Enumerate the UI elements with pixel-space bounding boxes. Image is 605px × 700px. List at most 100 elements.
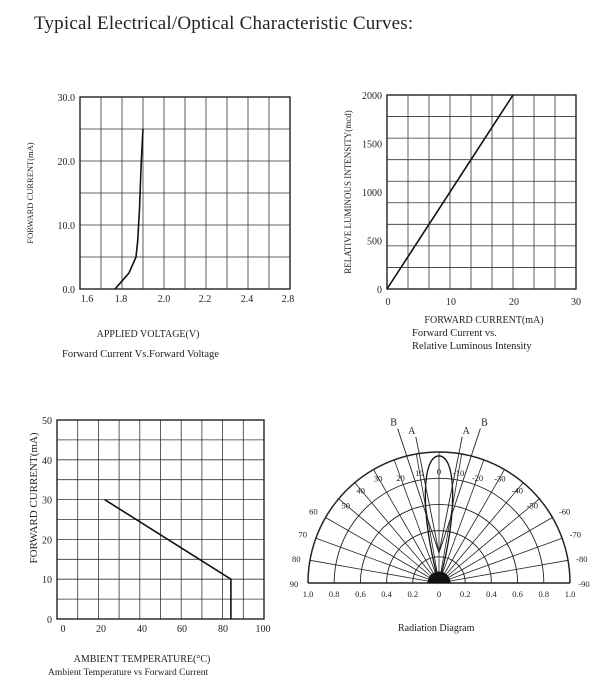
chart4-angle-label: -50: [527, 501, 538, 511]
chart1-frame: [79, 96, 291, 290]
chart3-caption: Ambient Temperature vs Forward Current: [48, 668, 209, 678]
chart4-caption: Radiation Diagram: [398, 623, 475, 634]
chart4-spoke: [315, 537, 440, 584]
chart3-frame: [56, 419, 265, 620]
chart2-x-tick-label: 20: [509, 297, 519, 308]
chart1-x-tick-label: 2.2: [199, 294, 212, 305]
chart3-y-tick-label: 0: [47, 615, 52, 626]
chart3-y-tick-label: 50: [42, 416, 52, 427]
chart4-angle-label: 0: [437, 466, 441, 476]
chart2-y-axis-title: RELATIVE LUMINOUS INTENSITY(mcd): [343, 110, 353, 273]
chart4-angle-label: 90: [290, 579, 299, 589]
chart4-radial-tick-label: 1.0: [303, 589, 314, 599]
chart4-spoke: [393, 459, 440, 584]
chart4-angle-label: -10: [453, 468, 464, 478]
chart4-angle-label: -80: [576, 554, 587, 564]
chart2-caption-line2: Relative Luminous Intensity: [412, 341, 532, 352]
chart3-x-axis-title: AMBIENT TEMPERATURE(°C): [74, 654, 211, 665]
chart3-y-axis-title: FORWARD CURRENT(mA): [28, 432, 40, 563]
chart1-x-tick-label: 2.4: [241, 294, 254, 305]
chart4-radial-tick-label: 0.4: [381, 589, 392, 599]
chart4-indicator-a-left-label: A: [408, 426, 416, 437]
chart2-y-tick-label: 2000: [362, 91, 382, 102]
chart2-y-tick-label: 500: [367, 237, 382, 248]
chart4-radial-tick-label: 0.8: [329, 589, 340, 599]
chart1-series-line: [114, 128, 144, 290]
chart4-spoke: [438, 537, 563, 584]
chart1-caption: Forward Current Vs.Forward Voltage: [62, 349, 219, 360]
chart2-x-tick-label: 10: [446, 297, 456, 308]
chart4-spoke: [438, 498, 540, 584]
chart2-series-line: [386, 94, 514, 290]
chart3-y-tick-label: 20: [42, 535, 52, 546]
chart4-led-base: [427, 571, 451, 584]
chart4-indicator-b-left-label: B: [390, 418, 397, 429]
chart4-radial-tick-label: 1.0: [565, 589, 576, 599]
chart3-y-tick-label: 10: [42, 575, 52, 586]
chart4-radial-tick-label: 0.6: [512, 589, 523, 599]
chart3-x-tick-label: 40: [137, 624, 147, 635]
chart4-angle-label: -40: [512, 486, 523, 496]
chart4-angle-label: -30: [494, 474, 505, 484]
chart1-x-tick-label: 1.8: [115, 294, 128, 305]
chart1-y-tick-label: 0.0: [63, 285, 76, 296]
chart4-spoke: [438, 559, 569, 584]
chart4-angle-label: -20: [472, 473, 483, 483]
chart4-angle-label: 50: [341, 501, 350, 511]
chart4-angle-label: -60: [559, 507, 570, 517]
chart1-x-axis-title: APPLIED VOLTAGE(V): [97, 329, 200, 340]
chart2-frame: [386, 94, 577, 290]
chart2-y-tick-label: 0: [377, 285, 382, 296]
chart4-spoke: [438, 482, 524, 584]
chart2-x-tick-label: 0: [386, 297, 391, 308]
chart1-x-tick-label: 1.6: [81, 294, 94, 305]
chart1-x-tick-label: 2.0: [158, 294, 171, 305]
chart4-spoke: [438, 517, 553, 584]
chart3-y-tick-label: 30: [42, 496, 52, 507]
page-title: Typical Electrical/Optical Characteristi…: [34, 13, 414, 34]
chart4-angle-label: 70: [298, 529, 307, 539]
chart4-lobe: [424, 455, 454, 584]
chart2-caption-line1: Forward Current vs.: [412, 328, 497, 339]
chart4-spoke: [438, 459, 485, 584]
chart4-indicator-a-left: [415, 436, 440, 554]
chart4-angle-label: -90: [578, 579, 589, 589]
chart3-x-tick-label: 0: [61, 624, 66, 635]
chart4-spoke: [438, 469, 505, 584]
chart3-x-tick-label: 80: [218, 624, 228, 635]
chart2-x-axis-title: FORWARD CURRENT(mA): [424, 315, 543, 326]
chart4-indicator-b-left: [397, 428, 440, 554]
chart4-indicator-a-right: [438, 436, 463, 554]
chart1-x-tick-label: 2.8: [282, 294, 295, 305]
chart3-series-line: [104, 498, 232, 619]
chart4-spoke: [325, 517, 440, 584]
chart4-spoke: [373, 469, 440, 584]
chart1-y-tick-label: 10.0: [58, 221, 76, 232]
chart4-angle-label: 80: [292, 554, 301, 564]
chart4-radial-tick-label: 0.2: [407, 589, 418, 599]
chart4-indicator-b-right: [438, 428, 481, 554]
chart4-spoke: [354, 482, 440, 584]
chart4-radial-tick-label: 0.8: [538, 589, 549, 599]
chart4-radial-tick-label: 0: [437, 589, 441, 599]
chart4-radial-tick-label: 0.6: [355, 589, 366, 599]
chart1-y-tick-label: 30.0: [58, 93, 76, 104]
chart3-y-tick-label: 40: [42, 456, 52, 467]
chart4-indicator-a-right-label: A: [463, 426, 471, 437]
chart3-x-tick-label: 100: [256, 624, 271, 635]
chart4-spoke: [338, 498, 440, 584]
chart4-angle-label: 60: [309, 507, 318, 517]
chart4-angle-label: 20: [396, 473, 405, 483]
chart4-spoke: [309, 559, 440, 584]
chart4-angle-label: 40: [356, 486, 365, 496]
chart4-radial-tick-label: 0.4: [486, 589, 497, 599]
chart3-x-tick-label: 20: [96, 624, 106, 635]
chart2-x-tick-label: 30: [571, 297, 581, 308]
chart1-y-axis-title: FORWARD CURRENT(mA): [25, 142, 35, 243]
chart2-y-tick-label: 1000: [362, 188, 382, 199]
chart4-angle-label: 10: [415, 468, 424, 478]
chart2-y-tick-label: 1500: [362, 140, 382, 151]
chart4-radial-tick-label: 0.2: [460, 589, 471, 599]
chart4-angle-label: 30: [374, 474, 383, 484]
